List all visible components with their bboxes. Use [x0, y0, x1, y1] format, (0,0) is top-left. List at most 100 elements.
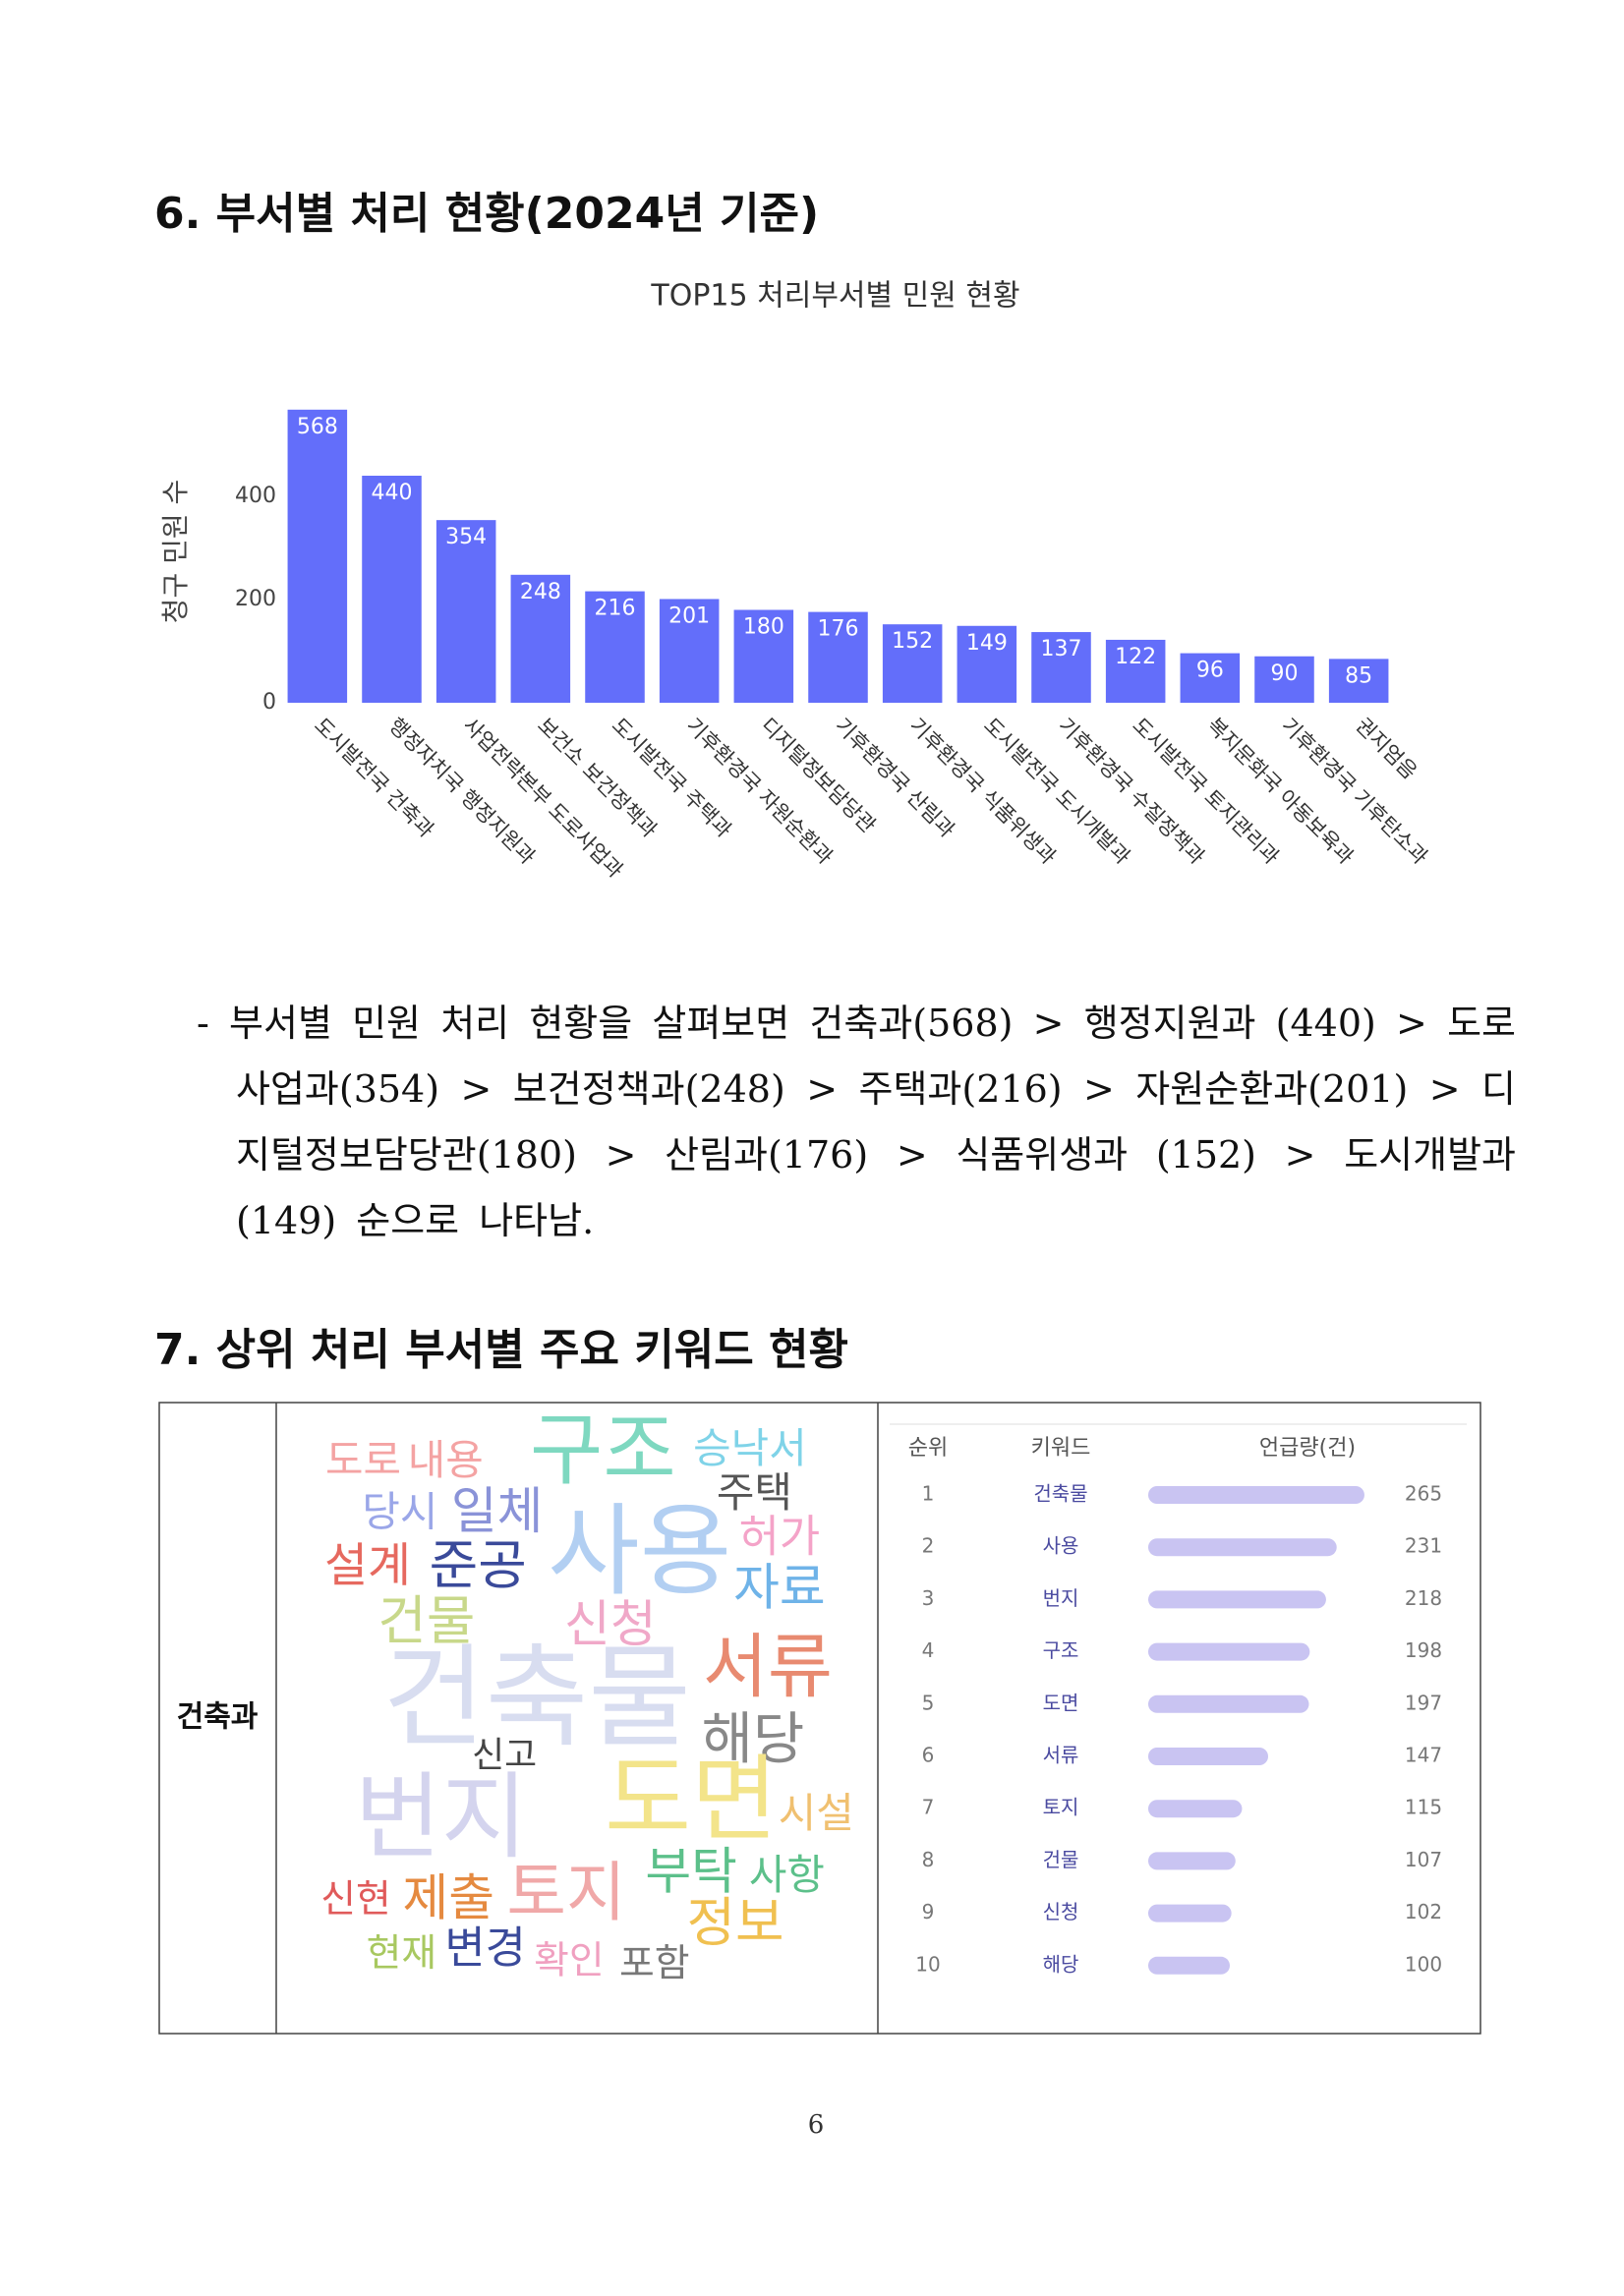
keyword-bar — [1148, 1800, 1243, 1818]
data-label: 354 — [445, 525, 487, 549]
bar — [585, 591, 645, 703]
count: 100 — [1405, 1952, 1442, 1976]
cloud-word: 사용 — [548, 1494, 731, 1610]
count: 102 — [1405, 1900, 1442, 1923]
cloud-word: 부탁 — [645, 1842, 737, 1900]
rank: 6 — [922, 1744, 935, 1767]
count: 265 — [1405, 1482, 1442, 1506]
count: 107 — [1405, 1848, 1442, 1871]
keyword-bar — [1148, 1642, 1310, 1661]
bar — [510, 574, 571, 703]
count: 218 — [1405, 1586, 1442, 1610]
x-tick-label: 기후환경국 식품위생과 — [904, 714, 1060, 869]
y-tick-label: 0 — [262, 690, 276, 715]
chart-title: TOP15 처리부서별 민원 현황 — [650, 279, 1019, 314]
cloud-word: 확인 — [534, 1939, 605, 1983]
cloud-word: 변경 — [444, 1922, 526, 1974]
count: 197 — [1405, 1691, 1442, 1714]
rank: 3 — [922, 1586, 935, 1610]
rank: 4 — [922, 1638, 935, 1662]
data-label: 137 — [1041, 637, 1082, 661]
cloud-word: 일체 — [451, 1482, 544, 1540]
rank: 9 — [922, 1900, 935, 1923]
keyword: 번지 — [1043, 1586, 1079, 1610]
cloud-word: 자료 — [733, 1559, 826, 1617]
y-tick-label: 400 — [235, 484, 276, 508]
cloud-word: 해당 — [702, 1706, 805, 1771]
rank: 1 — [922, 1482, 935, 1506]
x-tick-label: 행정자치국 행정지원과 — [384, 714, 540, 869]
keyword-bar — [1148, 1538, 1337, 1557]
rank: 8 — [922, 1848, 935, 1871]
keyword: 건축물 — [1033, 1482, 1087, 1506]
table-border — [158, 1402, 1481, 2035]
bar — [808, 611, 868, 703]
keyword-bar — [1148, 1748, 1269, 1765]
cloud-word: 시설 — [779, 1789, 854, 1837]
paragraph: - 부서별 민원 처리 현황을 살펴보면 건축과(568) > 행정지원과 (4… — [197, 1002, 1516, 1242]
cloud-word: 현재 — [367, 1931, 437, 1976]
keyword-bar — [1148, 1590, 1326, 1609]
x-tick-label: 기후환경국 수질정책과 — [1054, 714, 1209, 869]
keyword: 건물 — [1043, 1848, 1079, 1871]
keyword: 사용 — [1043, 1534, 1079, 1558]
cloud-word: 설계 — [324, 1539, 411, 1593]
bar — [362, 476, 422, 703]
x-tick-label: 도시발전국 토지관리과 — [1128, 714, 1283, 869]
cloud-word: 서류 — [703, 1625, 833, 1707]
cloud-word: 주택 — [717, 1468, 792, 1517]
count: 115 — [1405, 1796, 1442, 1819]
data-label: 176 — [818, 617, 859, 642]
cloud-word: 건축물 — [382, 1633, 691, 1763]
bar — [435, 520, 496, 703]
data-label: 568 — [297, 415, 338, 439]
bar — [1031, 632, 1091, 703]
cloud-word: 도면 — [605, 1744, 778, 1854]
keyword: 서류 — [1043, 1744, 1079, 1767]
x-tick-label: 복지문화국 아동보육과 — [1202, 714, 1358, 869]
count: 147 — [1405, 1744, 1442, 1767]
data-label: 122 — [1115, 645, 1156, 669]
cloud-word: 내용 — [408, 1436, 484, 1484]
keyword-bar — [1148, 1486, 1364, 1504]
data-label: 180 — [743, 615, 784, 640]
data-label: 216 — [595, 597, 636, 621]
bar — [659, 599, 720, 703]
data-label: 90 — [1271, 661, 1299, 686]
cloud-word: 건물 — [377, 1590, 475, 1652]
data-label: 440 — [372, 481, 413, 505]
cloud-word: 신고 — [472, 1736, 537, 1776]
data-label: 248 — [520, 580, 561, 604]
data-label: 152 — [892, 629, 933, 654]
keyword-bar — [1148, 1904, 1232, 1923]
keyword-bar — [1148, 1956, 1230, 1975]
cloud-word: 포함 — [619, 1942, 690, 1986]
cloud-word: 번지 — [355, 1761, 528, 1871]
data-label: 149 — [966, 631, 1008, 656]
y-axis-label: 청구 민원 수 — [159, 480, 192, 624]
data-label: 201 — [668, 603, 710, 628]
x-tick-label: 기후환경국 기후탄소과 — [1277, 714, 1432, 869]
department-label: 건축과 — [177, 1700, 259, 1735]
cloud-word: 당시 — [362, 1487, 437, 1535]
cloud-word: 승낙서 — [693, 1424, 807, 1472]
cloud-word: 토지 — [506, 1855, 625, 1930]
bar — [1254, 656, 1314, 703]
cloud-word: 신현 — [320, 1877, 391, 1922]
x-tick-label: 도시발전국 도시개발과 — [979, 714, 1134, 869]
cloud-word: 정보 — [686, 1891, 783, 1953]
cloud-word: 신청 — [564, 1595, 657, 1653]
keyword: 토지 — [1043, 1796, 1079, 1819]
bar — [733, 609, 794, 703]
keyword: 구조 — [1043, 1638, 1079, 1662]
cloud-word: 제출 — [402, 1868, 494, 1926]
bar — [957, 625, 1017, 703]
rank: 5 — [922, 1691, 935, 1714]
keyword: 신청 — [1043, 1900, 1079, 1923]
cloud-word: 사항 — [749, 1851, 825, 1899]
rank: 10 — [915, 1952, 940, 1976]
data-label: 85 — [1345, 663, 1372, 688]
rank: 7 — [922, 1796, 935, 1819]
keyword-bar — [1148, 1852, 1236, 1870]
